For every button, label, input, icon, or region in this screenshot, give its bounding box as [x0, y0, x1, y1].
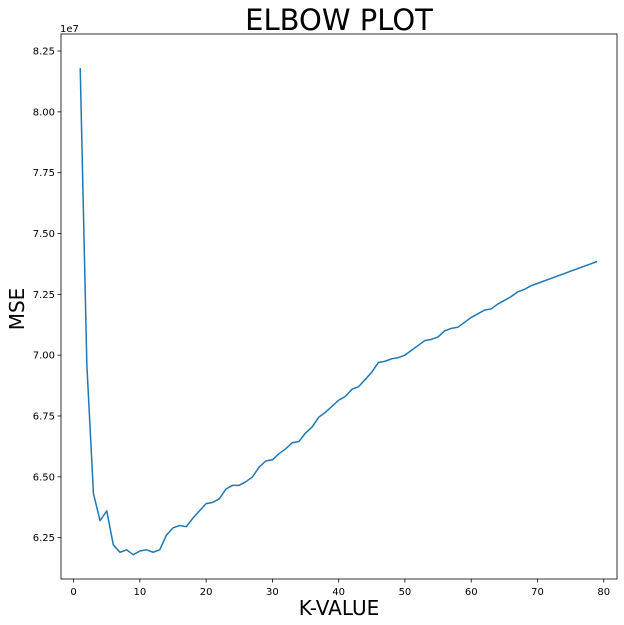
y-tick-label: 7.00 — [33, 351, 55, 362]
x-tick-label: 60 — [465, 587, 478, 598]
y-tick-label: 8.25 — [33, 47, 55, 58]
x-tick-label: 80 — [597, 587, 610, 598]
plot-area: 0 10 20 30 40 50 60 70 80 6.25 6.50 6.75 7.00 7.25 7.5… — [33, 33, 618, 598]
x-axis-title: K-VALUE — [299, 596, 380, 620]
x-tick-label: 70 — [531, 587, 544, 598]
chart-title: ELBOW PLOT — [245, 3, 433, 37]
y-tick-label: 8.00 — [33, 107, 55, 118]
y-tick-label: 7.75 — [33, 168, 55, 179]
y-tick-label: 7.25 — [33, 290, 55, 301]
series-line-0 — [79, 68, 598, 556]
x-tick-label: 20 — [200, 587, 213, 598]
x-tick-label: 50 — [399, 587, 412, 598]
x-tick-label: 40 — [332, 587, 345, 598]
y-offset-label: 1e7 — [60, 24, 79, 35]
y-tick-label: 7.50 — [33, 229, 55, 240]
y-tick-label: 6.50 — [33, 472, 55, 483]
x-tick-label: 10 — [133, 587, 146, 598]
x-tick-label: 30 — [266, 587, 279, 598]
y-axis-title: MSE — [5, 288, 29, 331]
x-tick-label: 0 — [70, 587, 76, 598]
y-tick-label: 6.75 — [33, 411, 55, 422]
y-tick-label: 6.25 — [33, 533, 55, 544]
